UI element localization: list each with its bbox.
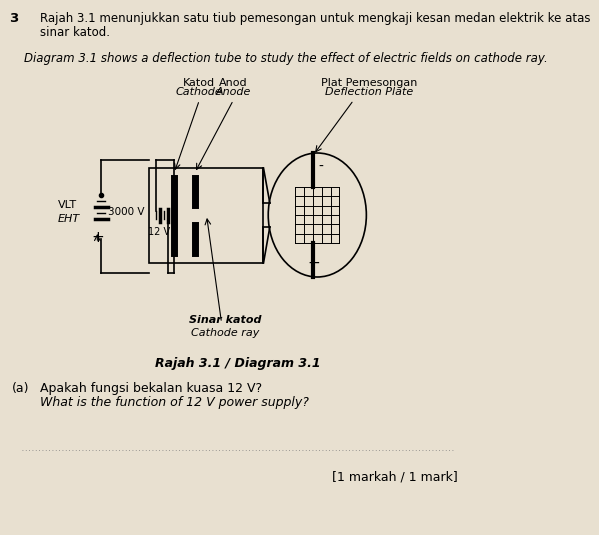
Text: EHT: EHT <box>58 214 80 224</box>
Text: Cathode ray: Cathode ray <box>191 328 260 338</box>
Text: +: + <box>307 256 320 271</box>
Text: Rajah 3.1 menunjukkan satu tiub pemesongan untuk mengkaji kesan medan elektrik k: Rajah 3.1 menunjukkan satu tiub pemesong… <box>40 12 590 25</box>
Text: Katod: Katod <box>183 78 216 88</box>
Text: -: - <box>319 160 323 174</box>
Text: -: - <box>99 188 104 202</box>
Text: What is the function of 12 V power supply?: What is the function of 12 V power suppl… <box>40 396 308 409</box>
Text: (a): (a) <box>12 382 29 395</box>
Text: [1 markah / 1 mark]: [1 markah / 1 mark] <box>332 470 458 483</box>
Text: Diagram 3.1 shows a deflection tube to study the effect of electric fields on ca: Diagram 3.1 shows a deflection tube to s… <box>24 52 547 65</box>
Text: sinar katod.: sinar katod. <box>40 26 110 39</box>
Text: 12 V: 12 V <box>148 227 170 237</box>
Text: +: + <box>91 230 104 244</box>
Text: Sinar katod: Sinar katod <box>189 315 262 325</box>
Text: VLT: VLT <box>58 200 77 210</box>
Text: Anode: Anode <box>216 87 251 97</box>
Text: Deflection Plate: Deflection Plate <box>325 87 414 97</box>
Text: 3: 3 <box>10 12 19 25</box>
Text: Rajah 3.1 / Diagram 3.1: Rajah 3.1 / Diagram 3.1 <box>155 357 320 370</box>
Text: Plat Pemesongan: Plat Pemesongan <box>321 78 418 88</box>
Text: 3000 V: 3000 V <box>108 207 144 217</box>
Text: Anod: Anod <box>219 78 248 88</box>
Text: Apakah fungsi bekalan kuasa 12 V?: Apakah fungsi bekalan kuasa 12 V? <box>40 382 262 395</box>
Text: Cathode: Cathode <box>176 87 223 97</box>
